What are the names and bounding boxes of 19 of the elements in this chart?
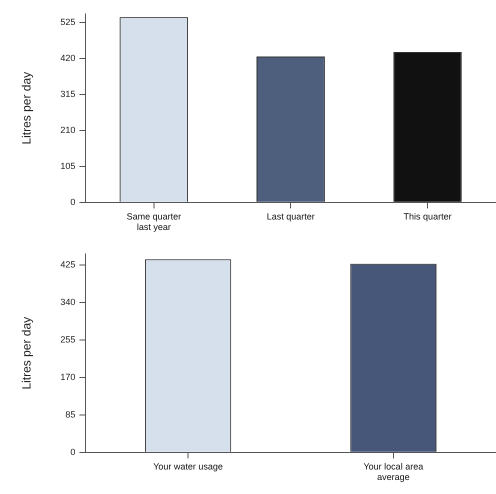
y-axis-title: Litres per day [20,72,34,145]
x-tick-label: Your local area average [363,461,424,482]
x-tick-label: Your water usage [153,461,223,472]
y-tick-label: 170 [60,372,76,382]
y-tick-label: 105 [60,160,76,171]
y-tick-label: 255 [60,334,76,344]
y-tick-label: 340 [60,296,76,307]
y-tick-label: 425 [60,260,76,270]
y-axis-title: Litres per day [20,316,34,390]
y-tick-label: 210 [60,124,76,135]
x-tick-label: Last quarter [266,211,315,222]
y-tick-label: 525 [60,17,76,28]
y-tick-label: 0 [70,196,76,207]
y-tick-label: 420 [60,53,76,64]
x-tick-label: Same quarter last year [126,211,182,232]
y-tick-label: 315 [60,88,76,99]
x-tick-label: This quarter [404,211,452,222]
y-tick-label: 85 [65,409,76,420]
y-tick-label: 0 [70,446,76,457]
